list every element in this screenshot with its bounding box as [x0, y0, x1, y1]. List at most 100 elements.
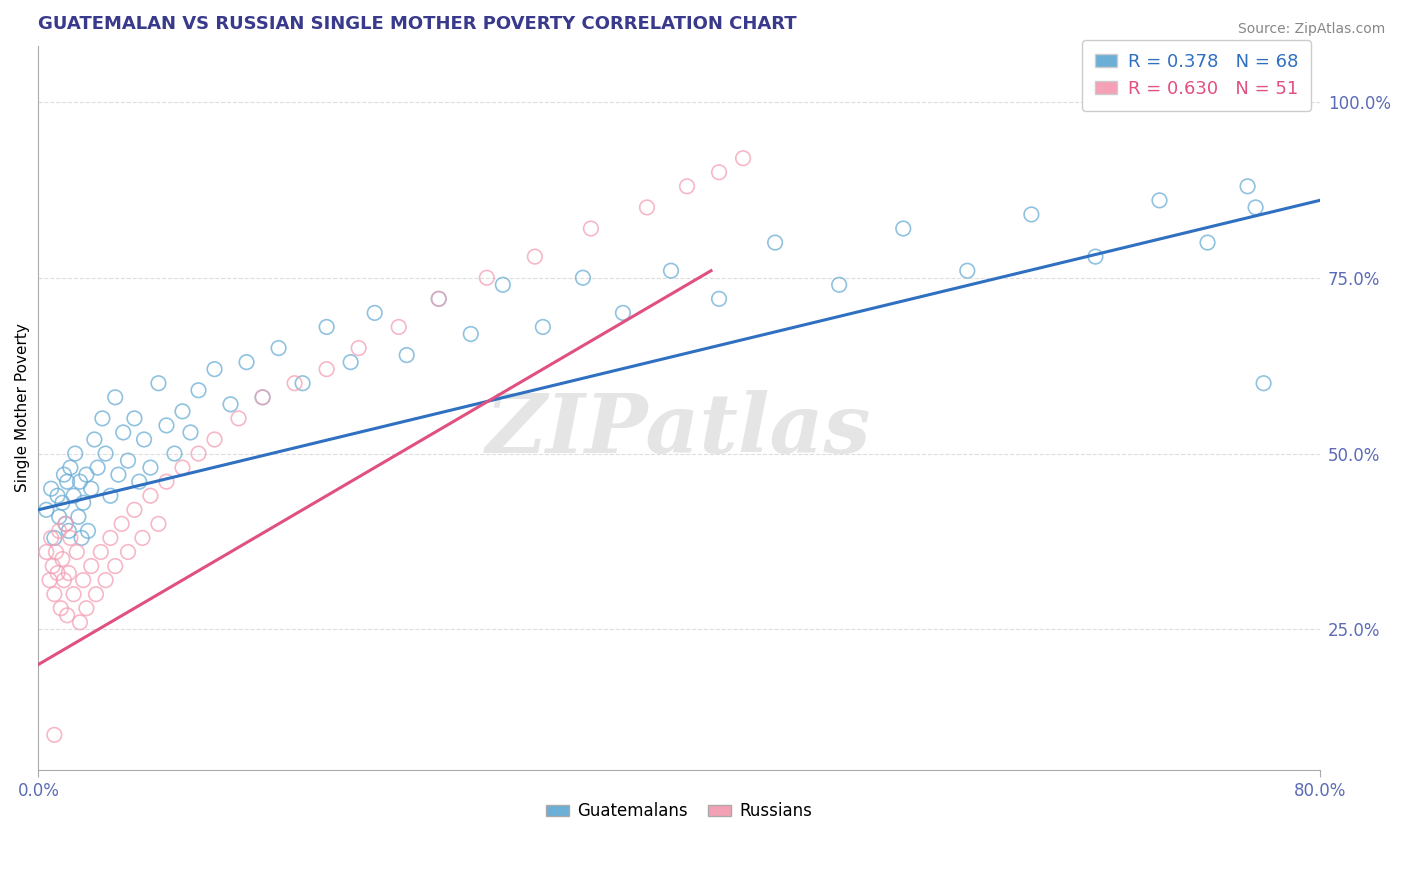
Point	[315, 320, 337, 334]
Point	[427, 292, 450, 306]
Text: ZIPatlas: ZIPatlas	[486, 390, 872, 469]
Point	[676, 179, 699, 194]
Point	[49, 601, 72, 615]
Point	[59, 460, 82, 475]
Point	[1244, 201, 1267, 215]
Point	[267, 341, 290, 355]
Point	[707, 165, 730, 179]
Point	[579, 221, 602, 235]
Point	[124, 503, 146, 517]
Point	[828, 277, 851, 292]
Point	[523, 250, 546, 264]
Point	[891, 221, 914, 235]
Point	[80, 559, 103, 574]
Point	[77, 524, 100, 538]
Point	[531, 320, 554, 334]
Point	[51, 552, 73, 566]
Point	[62, 587, 84, 601]
Point	[69, 615, 91, 630]
Point	[187, 446, 209, 460]
Point	[112, 425, 135, 440]
Point	[75, 467, 97, 482]
Point	[1084, 250, 1107, 264]
Point	[100, 531, 122, 545]
Point	[235, 355, 257, 369]
Point	[155, 418, 177, 433]
Point	[63, 446, 86, 460]
Point	[58, 566, 80, 580]
Point	[132, 433, 155, 447]
Point	[67, 509, 90, 524]
Point	[70, 531, 93, 545]
Point	[59, 531, 82, 545]
Point	[62, 489, 84, 503]
Point	[42, 559, 65, 574]
Point	[80, 482, 103, 496]
Point	[52, 573, 75, 587]
Point	[86, 460, 108, 475]
Point	[252, 390, 274, 404]
Point	[347, 341, 370, 355]
Point	[492, 277, 515, 292]
Point	[90, 545, 112, 559]
Point	[179, 425, 201, 440]
Point	[72, 573, 94, 587]
Point	[69, 475, 91, 489]
Text: Source: ZipAtlas.com: Source: ZipAtlas.com	[1237, 22, 1385, 37]
Point	[219, 397, 242, 411]
Point	[35, 503, 58, 517]
Point	[38, 573, 60, 587]
Point	[731, 151, 754, 165]
Point	[1149, 194, 1171, 208]
Point	[1197, 235, 1219, 250]
Text: GUATEMALAN VS RUSSIAN SINGLE MOTHER POVERTY CORRELATION CHART: GUATEMALAN VS RUSSIAN SINGLE MOTHER POVE…	[38, 15, 797, 33]
Point	[204, 362, 226, 376]
Point	[204, 433, 226, 447]
Point	[612, 306, 634, 320]
Point	[46, 489, 69, 503]
Point	[395, 348, 418, 362]
Point	[48, 509, 70, 524]
Point	[91, 411, 114, 425]
Point	[75, 601, 97, 615]
Point	[117, 453, 139, 467]
Point	[172, 404, 194, 418]
Point	[187, 384, 209, 398]
Point	[117, 545, 139, 559]
Point	[291, 376, 314, 391]
Point	[104, 559, 127, 574]
Point	[659, 263, 682, 277]
Point	[427, 292, 450, 306]
Point	[956, 263, 979, 277]
Point	[388, 320, 411, 334]
Point	[83, 433, 105, 447]
Point	[55, 516, 77, 531]
Point	[707, 292, 730, 306]
Point	[148, 376, 170, 391]
Point	[339, 355, 361, 369]
Point	[55, 516, 77, 531]
Point	[1236, 179, 1258, 194]
Point	[636, 201, 658, 215]
Point	[124, 411, 146, 425]
Point	[111, 516, 134, 531]
Point	[460, 326, 482, 341]
Point	[1021, 207, 1043, 221]
Point	[284, 376, 307, 391]
Point	[107, 467, 129, 482]
Point	[139, 460, 162, 475]
Point	[39, 482, 62, 496]
Point	[94, 573, 117, 587]
Point	[139, 489, 162, 503]
Point	[66, 545, 89, 559]
Point	[56, 475, 79, 489]
Point	[1253, 376, 1275, 391]
Point	[72, 496, 94, 510]
Point	[475, 270, 498, 285]
Point	[315, 362, 337, 376]
Point	[228, 411, 250, 425]
Point	[51, 496, 73, 510]
Point	[39, 531, 62, 545]
Point	[45, 545, 67, 559]
Point	[131, 531, 153, 545]
